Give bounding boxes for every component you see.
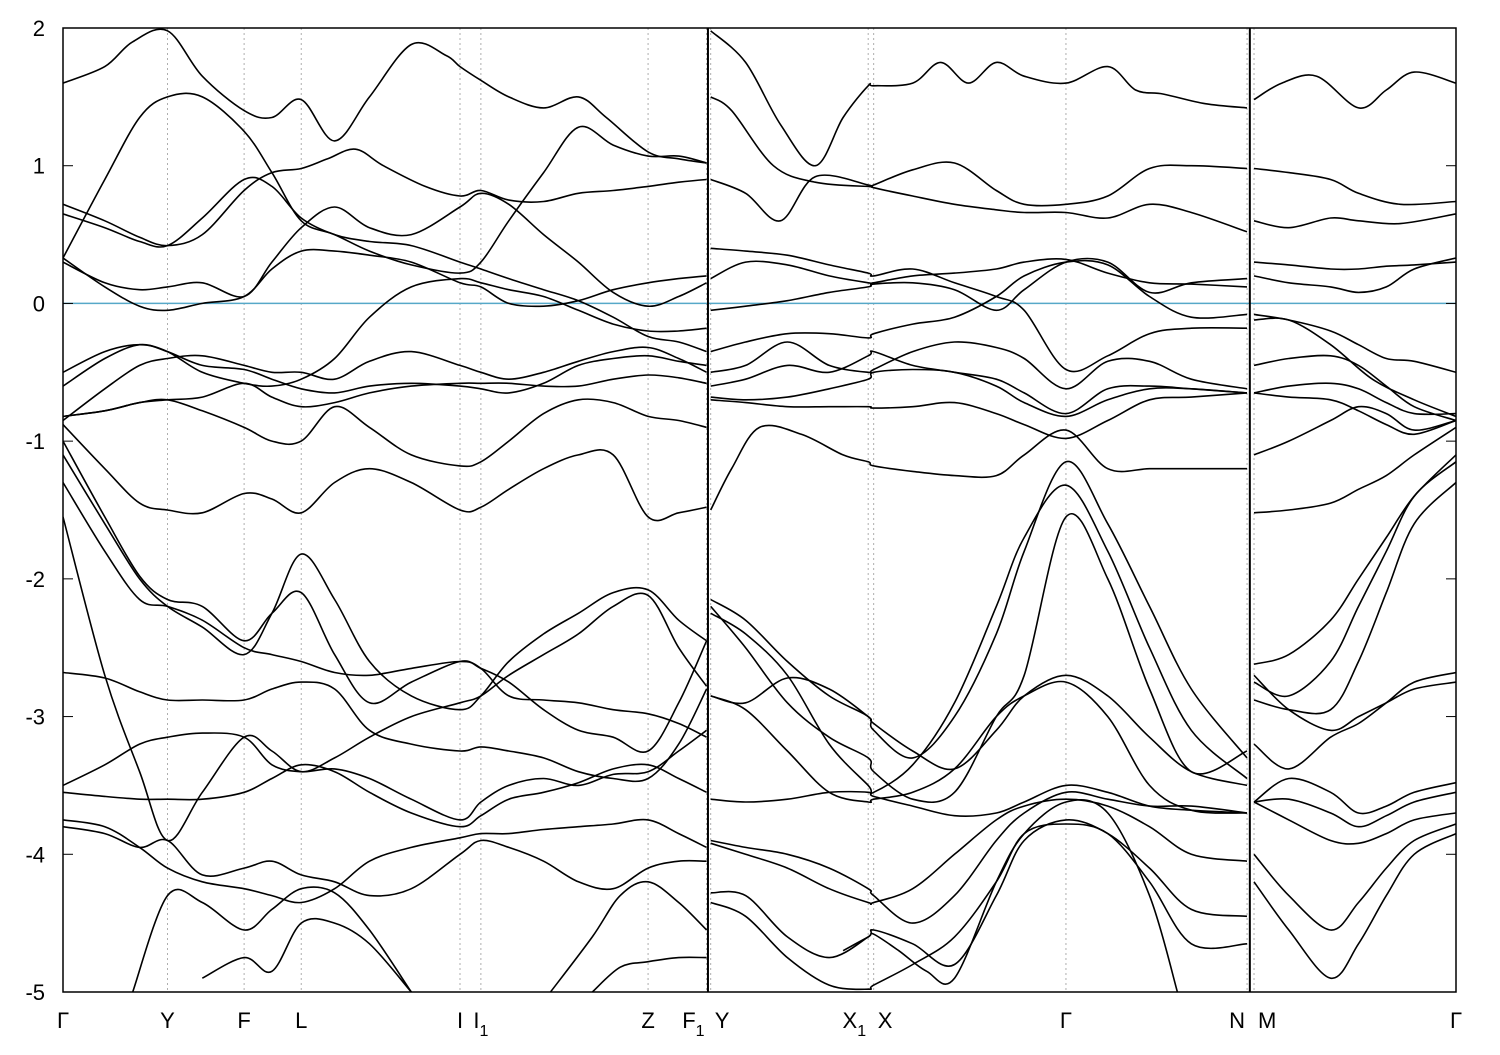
- band-line-8: [1253, 213, 1456, 229]
- band-line-39: [63, 454, 708, 711]
- band-line-37: [710, 460, 1248, 759]
- band-line-68: [591, 956, 707, 992]
- band-line-57: [63, 818, 707, 904]
- y-tick-label: -4: [25, 842, 45, 867]
- band-line-2: [1253, 71, 1456, 109]
- band-line-19: [710, 259, 1248, 353]
- band-line-27: [63, 374, 707, 418]
- band-line-16: [710, 257, 1248, 312]
- y-axis: -5 -4 -3 -2 -1 0 1 2: [25, 16, 1456, 1005]
- band-line-52: [710, 784, 1248, 817]
- band-line-13: [710, 257, 1248, 288]
- band-line-45: [63, 516, 708, 842]
- band-line-22: [710, 341, 1248, 390]
- x-tick-label: I1: [473, 1008, 488, 1040]
- band-line-59: [1253, 801, 1456, 845]
- band-line-54: [63, 763, 707, 828]
- band-line-5: [1253, 167, 1456, 206]
- band-line-26: [1253, 382, 1456, 416]
- band-line-12: [63, 248, 707, 312]
- band-line-66: [201, 917, 412, 992]
- x-tick-label: Γ: [1060, 1008, 1072, 1033]
- band-line-4: [710, 96, 1248, 207]
- band-line-69: [842, 799, 1179, 992]
- x-tick-label: Z: [641, 1008, 654, 1033]
- band-line-62: [1253, 823, 1456, 931]
- segment-breaks-layer: [706, 28, 1251, 992]
- band-line-21: [63, 346, 707, 422]
- band-line-30: [63, 398, 707, 468]
- y-tick-label: -5: [25, 980, 45, 1005]
- band-line-28: [710, 368, 1248, 418]
- band-line-24: [63, 343, 707, 394]
- band-line-58: [710, 798, 1248, 906]
- band-line-3: [63, 92, 707, 274]
- band-line-67: [549, 880, 708, 992]
- x-tick-label: L: [295, 1008, 307, 1033]
- x-tick-label: Γ: [57, 1008, 69, 1033]
- x-tick-label: M: [1258, 1008, 1276, 1033]
- band-line-49: [710, 680, 1248, 814]
- y-tick-label: 2: [33, 16, 45, 41]
- band-line-14: [1253, 261, 1456, 271]
- y-tick-label: -3: [25, 705, 45, 730]
- x-tick-label: X1: [843, 1008, 867, 1040]
- band-line-25: [710, 350, 1248, 415]
- y-tick-label: 1: [33, 154, 45, 179]
- band-line-34: [709, 424, 1247, 511]
- band-line-55: [710, 791, 1248, 924]
- band-line-10: [710, 247, 1248, 373]
- band-line-61: [710, 819, 1248, 967]
- x-tick-label: F: [237, 1008, 250, 1033]
- y-tick-label: 0: [33, 291, 45, 316]
- band-line-31: [710, 392, 1248, 440]
- band-line-29: [1253, 392, 1456, 436]
- x-tick-label: N: [1229, 1008, 1245, 1033]
- y-tick-label: -1: [25, 429, 45, 454]
- plot-frame: [62, 27, 1457, 993]
- band-line-18: [63, 277, 707, 388]
- x-axis: Γ Y F L I I1 Z F1 Y X1 X Γ N M Γ: [57, 1008, 1462, 1040]
- band-line-9: [63, 176, 707, 353]
- band-line-11: [1253, 317, 1456, 418]
- band-line-41: [1253, 461, 1456, 698]
- x-tick-label: Y: [160, 1008, 175, 1033]
- band-line-42: [63, 482, 707, 738]
- band-line-43: [710, 513, 1248, 803]
- band-line-33: [63, 424, 707, 522]
- band-line-53: [1253, 777, 1456, 815]
- band-line-35: [1253, 426, 1456, 514]
- band-line-60: [63, 825, 707, 897]
- band-line-65: [1253, 832, 1456, 980]
- band-line-1: [710, 30, 1248, 167]
- band-line-48: [63, 671, 708, 783]
- x-tick-label: X: [878, 1008, 893, 1033]
- band-line-15: [63, 192, 707, 308]
- band-line-56: [1253, 791, 1456, 828]
- band-line-6: [63, 148, 707, 247]
- y-tick-label: -2: [25, 567, 45, 592]
- bands-layer: [63, 28, 1456, 992]
- band-line-51: [63, 729, 708, 821]
- x-tick-label: Y: [715, 1008, 730, 1033]
- band-line-20: [1253, 313, 1456, 374]
- band-line-36: [63, 440, 708, 753]
- band-line-32: [1253, 405, 1456, 456]
- band-line-23: [1253, 354, 1456, 422]
- band-line-63: [131, 886, 412, 992]
- band-line-38: [1253, 454, 1456, 665]
- x-tick-label: F1: [682, 1008, 704, 1040]
- band-line-40: [710, 484, 1248, 795]
- band-line-17: [1253, 257, 1456, 294]
- band-line-7: [710, 174, 1248, 233]
- x-tick-label: I: [457, 1008, 463, 1033]
- band-line-47: [1253, 671, 1456, 770]
- band-line-64: [710, 823, 1248, 991]
- band-line-0: [63, 28, 707, 164]
- band-line-50: [1253, 674, 1456, 732]
- x-tick-label: Γ: [1450, 1008, 1462, 1033]
